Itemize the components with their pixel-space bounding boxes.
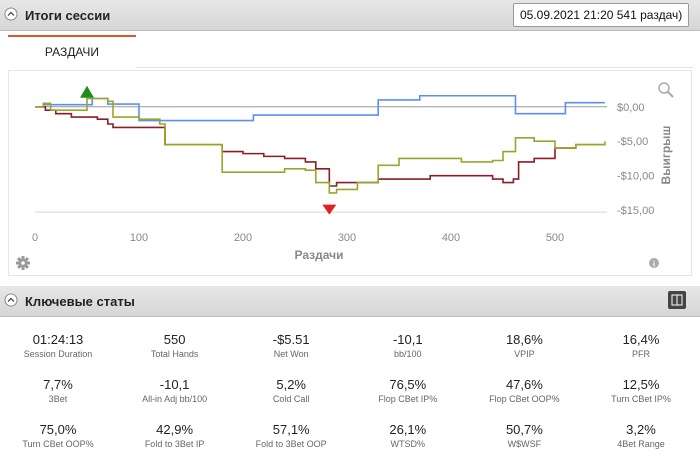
stat-fold-to-3bet-ip: 42,9% Fold to 3Bet IP	[117, 422, 233, 449]
min-marker	[322, 204, 337, 215]
stat-label: W$WSF	[507, 439, 542, 449]
winnings-chart-svg: 0 100 200 300 400 500 $0,00 -$5,00 -$10,00 -$15,0…	[16, 82, 674, 270]
stat-flop-cbet-oop: 47,6% Flop CBet OOP%	[466, 377, 582, 404]
stat-label: PFR	[632, 349, 650, 359]
stat-value: 26,1%	[389, 422, 427, 437]
x-tick-label: 100	[130, 232, 148, 244]
magnifier-icon[interactable]	[658, 82, 674, 98]
stat-turn-cbet-ip: 12,5% Turn CBet IP%	[583, 377, 699, 404]
stat-value: 3,2%	[626, 422, 656, 437]
stat-w-wsf: 50,7% W$WSF	[466, 422, 582, 449]
stat-value: -$5.51	[272, 332, 310, 347]
stat-value: 18,6%	[505, 332, 543, 347]
stat-label: Net Won	[273, 349, 309, 359]
stat-label: VPIP	[514, 349, 535, 359]
stat-value: 75,0%	[39, 422, 77, 437]
tab-divider	[136, 67, 693, 68]
winnings-chart: 0 100 200 300 400 500 $0,00 -$5,00 -$10,00 -$15,0…	[8, 70, 692, 276]
y-tick-label: -$5,00	[617, 136, 648, 148]
stat-label: Session Duration	[23, 349, 93, 359]
stat-4bet-range: 3,2% 4Bet Range	[583, 422, 699, 449]
stat-label: Cold Call	[272, 394, 310, 404]
y-tick-label: $0,00	[617, 102, 645, 114]
x-tick-label: 400	[442, 232, 460, 244]
x-tick-label: 500	[546, 232, 564, 244]
stat-total-hands: 550 Total Hands	[117, 332, 233, 359]
stat-value: 47,6%	[505, 377, 543, 392]
panel-layout-icon[interactable]	[668, 291, 686, 309]
stat-net-won: -$5.51 Net Won	[233, 332, 349, 359]
x-tick-label: 200	[234, 232, 252, 244]
x-axis-label: Раздачи	[295, 248, 344, 262]
stat-label: Turn CBet IP%	[611, 394, 671, 404]
stat-cold-call: 5,2% Cold Call	[233, 377, 349, 404]
session-select[interactable]: 05.09.2021 21:20 541 раздач)	[513, 3, 689, 27]
stat-value: 76,5%	[389, 377, 427, 392]
stat-value: 57,1%	[272, 422, 310, 437]
y-tick-label: -$15,00	[617, 205, 654, 217]
tab-hands[interactable]: РАЗДАЧИ	[8, 35, 136, 68]
stat-label: Fold to 3Bet IP	[144, 439, 205, 449]
series-line-1	[35, 105, 605, 187]
stat-label: Flop CBet OOP%	[489, 394, 560, 404]
x-tick-label: 300	[338, 232, 356, 244]
stat-label: Turn CBet OOP%	[22, 439, 94, 449]
key-stats-title: Ключевые статы	[25, 294, 135, 309]
stat-value: 550	[163, 332, 186, 347]
stat-pfr: 16,4% PFR	[583, 332, 699, 359]
chevron-up-icon[interactable]	[4, 293, 18, 307]
gear-icon[interactable]	[16, 256, 30, 270]
stat-value: -10,1	[392, 332, 423, 347]
svg-text:i: i	[653, 260, 656, 269]
x-tick-label: 0	[32, 232, 38, 244]
chevron-up-icon[interactable]	[4, 7, 18, 21]
y-tick-label: -$10,00	[617, 171, 654, 183]
series-line-2	[35, 97, 606, 194]
stat-value: 01:24:13	[32, 332, 84, 347]
stat-flop-cbet-ip: 76,5% Flop CBet IP%	[350, 377, 466, 404]
session-summary-title: Итоги сессии	[25, 8, 111, 23]
stat-label: WTSD%	[390, 439, 426, 449]
stat-label: Flop CBet IP%	[378, 394, 438, 404]
stat-fold-to-3bet-oop: 57,1% Fold to 3Bet OOP	[233, 422, 349, 449]
stat-label: Fold to 3Bet OOP	[255, 439, 327, 449]
stat-value: 7,7%	[43, 377, 73, 392]
stat-label: 3Bet	[48, 394, 68, 404]
stat-all-in-adj-bb-100: -10,1 All-in Adj bb/100	[117, 377, 233, 404]
stat-value: 12,5%	[622, 377, 660, 392]
y-axis-label: Выигрыш	[659, 126, 673, 185]
tab-strip: РАЗДАЧИ	[0, 31, 700, 68]
stat-label: 4Bet Range	[617, 439, 665, 449]
stat-wtsd: 26,1% WTSD%	[350, 422, 466, 449]
session-summary-header: Итоги сессии 05.09.2021 21:20 541 раздач…	[0, 0, 700, 31]
stat-turn-cbet-oop: 75,0% Turn CBet OOP%	[0, 422, 116, 449]
stat-value: 16,4%	[622, 332, 660, 347]
stat-value: 50,7%	[505, 422, 543, 437]
key-stats-header: Ключевые статы	[0, 286, 700, 317]
stat-value: 42,9%	[156, 422, 194, 437]
stat-value: -10,1	[159, 377, 190, 392]
stat-label: Total Hands	[150, 349, 199, 359]
stat-bb-100: -10,1 bb/100	[350, 332, 466, 359]
info-icon[interactable]: i	[649, 258, 659, 269]
stat-label: All-in Adj bb/100	[142, 394, 208, 404]
stat-vpip: 18,6% VPIP	[466, 332, 582, 359]
stat-session-duration: 01:24:13 Session Duration	[0, 332, 116, 359]
stat-value: 5,2%	[276, 377, 306, 392]
stat-3bet: 7,7% 3Bet	[0, 377, 116, 404]
max-marker	[80, 85, 94, 98]
stat-label: bb/100	[394, 349, 422, 359]
